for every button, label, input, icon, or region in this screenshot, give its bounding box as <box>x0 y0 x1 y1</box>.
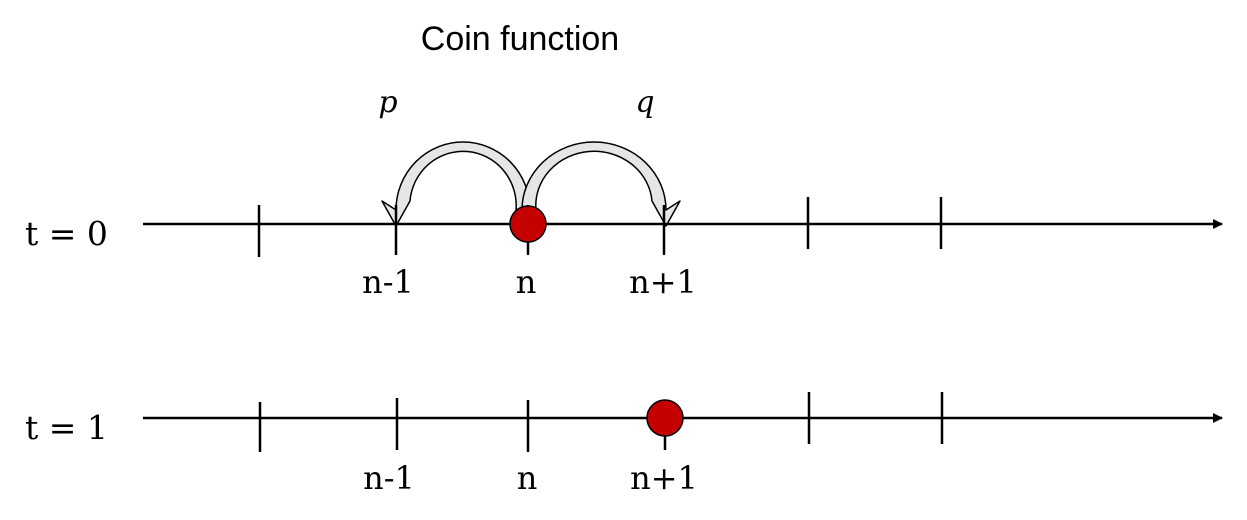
coin-arrow-left <box>381 141 531 227</box>
tick-label: n <box>517 459 538 497</box>
row-label: t = 0 <box>25 214 108 253</box>
walker-dot <box>509 205 547 243</box>
tick-label: n+1 <box>629 263 697 301</box>
diagram-title: Coin function <box>421 20 619 58</box>
right-probability-label: q <box>635 85 654 120</box>
left-probability-label: p <box>378 85 397 120</box>
tick-label: n <box>516 263 537 301</box>
timeline-row-t0: t = 0 n-1 n n+1 <box>25 197 1223 301</box>
walker-dot <box>646 399 684 437</box>
row-label: t = 1 <box>25 408 108 447</box>
tick-label: n+1 <box>630 459 698 497</box>
tick-label: n-1 <box>363 459 415 497</box>
tick-label: n-1 <box>362 263 414 301</box>
coin-arrow-right <box>521 141 681 227</box>
timeline-row-t1: t = 1 n-1 n n+1 <box>25 392 1223 497</box>
